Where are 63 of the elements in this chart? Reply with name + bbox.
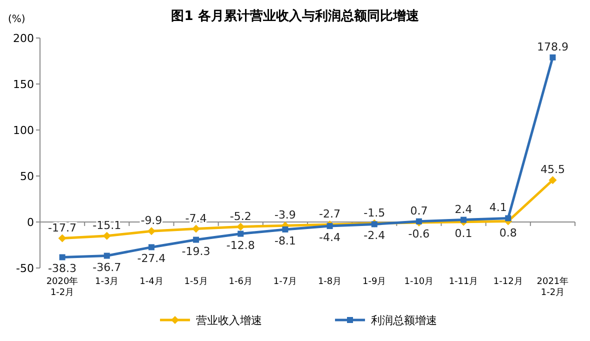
data-label: -12.8	[226, 238, 255, 252]
y-tick-label: 100	[13, 124, 34, 137]
point	[550, 54, 556, 60]
y-axis-title: (%)	[8, 14, 26, 25]
point	[102, 232, 111, 240]
point	[282, 226, 288, 232]
point	[326, 223, 333, 230]
data-label: -17.7	[48, 221, 77, 234]
y-tick-label: -50	[16, 262, 34, 275]
point	[104, 252, 110, 259]
point	[236, 222, 245, 231]
data-label: -15.1	[92, 218, 122, 232]
point	[147, 227, 156, 236]
x-tick-label: 1-3月	[95, 277, 119, 287]
x-tick-label: 1-10月	[404, 277, 434, 287]
x-tick-label: 1-11月	[448, 277, 478, 287]
data-label: 0.8	[499, 226, 517, 240]
data-label: 0.7	[410, 204, 428, 218]
data-label: -2.4	[364, 229, 386, 242]
x-tick-label: 2020年 1-2月	[46, 276, 78, 298]
data-label: 4.1	[489, 201, 507, 214]
data-label: -27.4	[137, 252, 166, 266]
legend-label: 利润总额增速	[371, 314, 437, 327]
data-label: -38.3	[48, 262, 77, 276]
data-label: -9.9	[140, 214, 162, 228]
x-tick-label: 1-8月	[318, 277, 342, 287]
x-tick-label: 2021年 1-2月	[536, 276, 569, 298]
x-tick-label: 1-4月	[140, 277, 164, 287]
y-tick-label: 50	[20, 170, 34, 183]
x-tick-label: 1-5月	[184, 277, 208, 287]
y-tick-label: 0	[27, 216, 34, 229]
y-tick-label: 200	[13, 32, 34, 45]
point	[192, 224, 200, 233]
legend-label: 营业收入增速	[196, 314, 262, 327]
data-label: -5.2	[230, 210, 252, 223]
point	[59, 254, 66, 260]
chart-title: 图1 各月累计营业收入与利润总额同比增速	[171, 8, 420, 24]
data-label: -0.6	[408, 228, 430, 241]
x-tick-label: 1-9月	[362, 277, 386, 287]
x-tick-label: 1-6月	[228, 277, 252, 287]
data-label: 178.9	[536, 40, 568, 54]
point	[58, 234, 66, 242]
point	[193, 236, 200, 243]
data-label: -2.7	[319, 207, 341, 220]
x-tick-label: 1-7月	[273, 277, 298, 287]
point	[238, 230, 244, 237]
x-tick-label: 1-12月	[493, 277, 523, 287]
point	[548, 176, 557, 184]
data-label: 45.5	[540, 163, 565, 176]
data-label: -8.1	[274, 234, 296, 248]
point	[460, 216, 467, 223]
y-tick-label: 150	[13, 78, 34, 91]
point	[148, 244, 154, 250]
data-label: -19.3	[182, 244, 210, 258]
point	[505, 215, 512, 222]
data-label: 0.1	[454, 226, 472, 240]
data-label: -36.7	[92, 260, 122, 274]
data-label: -4.4	[319, 231, 341, 244]
data-label: -1.5	[364, 206, 386, 220]
point	[416, 218, 422, 224]
data-label: -3.9	[274, 208, 296, 222]
data-label: -7.4	[185, 212, 207, 225]
data-label: 2.4	[454, 202, 472, 216]
